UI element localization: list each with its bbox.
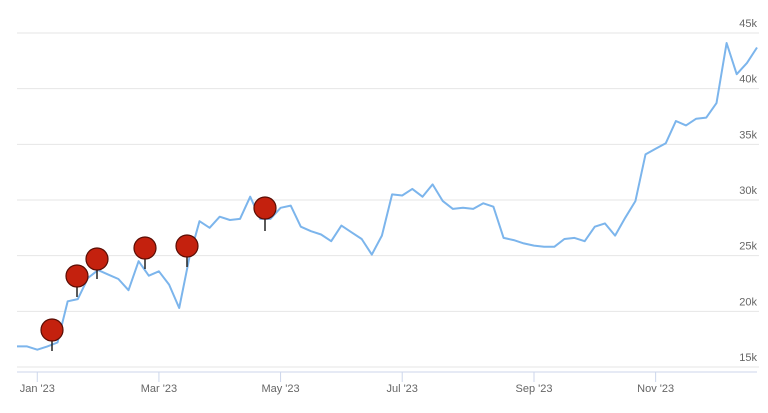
flag xyxy=(253,196,277,231)
x-tick-label: May '23 xyxy=(261,383,299,395)
price-line xyxy=(17,42,758,351)
x-tick-label: Jan '23 xyxy=(20,383,55,395)
flag xyxy=(133,236,157,269)
y-tick-label: 25k xyxy=(739,241,757,253)
flags xyxy=(40,196,277,351)
flag xyxy=(85,247,109,279)
y-tick-label: 40k xyxy=(739,74,757,86)
y-tick-label: 45k xyxy=(739,18,757,30)
x-tick-label: Nov '23 xyxy=(637,383,674,395)
plot-area: 15k 20k 25k 30k 35k 40k 45k Jan '23 Mar '23 May '… xyxy=(17,18,759,395)
x-tick-label: Jul '23 xyxy=(386,383,417,395)
flag xyxy=(40,318,64,351)
x-tick-label: Mar '23 xyxy=(141,383,177,395)
flag xyxy=(175,234,199,267)
y-tick-label: 35k xyxy=(739,129,757,141)
flag xyxy=(65,264,89,297)
y-tick-label: 20k xyxy=(739,296,757,308)
y-tick-label: 30k xyxy=(739,185,757,197)
x-tick-label: Sep '23 xyxy=(516,383,553,395)
y-tick-label: 15k xyxy=(739,352,757,364)
